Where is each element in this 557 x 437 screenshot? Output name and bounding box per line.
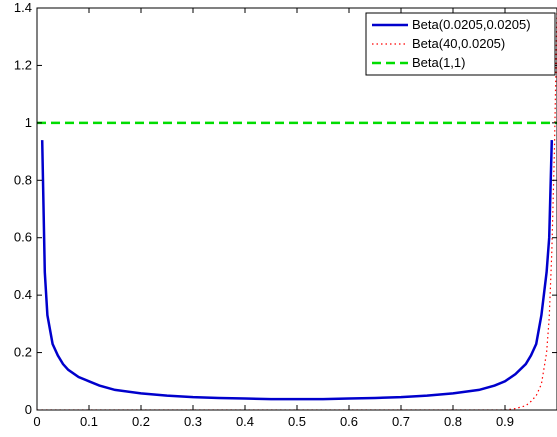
y-tick-label: 1.4 [14, 0, 32, 15]
x-tick-label: 0 [33, 414, 40, 429]
series-line-1 [40, 140, 554, 401]
legend-box [365, 12, 556, 76]
legend-label-1: Beta(0.0205,0.0205) [412, 17, 531, 32]
y-tick-label: 0.2 [14, 345, 32, 360]
y-tick-label: 1.2 [14, 57, 32, 72]
y-tick-label: 0 [25, 402, 32, 417]
legend: Beta(0.0205,0.0205) Beta(40,0.0205) Beta(1… [365, 12, 556, 76]
y-tick-label: 1 [25, 115, 32, 130]
axes-layer: 0 0.1 0.2 0.3 0.4 0.5 0.6 0.7 0.8 0.9 0 0.2 0.4 0.6 0.… [14, 0, 557, 429]
series-layer [37, 8, 557, 410]
x-tick-label: 0.8 [444, 414, 462, 429]
x-tick-label: 0.7 [392, 414, 410, 429]
x-tick-label: 0.1 [80, 414, 98, 429]
legend-label-3: Beta(1,1) [412, 55, 465, 70]
x-tick-label: 0.5 [288, 414, 306, 429]
y-tick-label: 0.6 [14, 230, 32, 245]
legend-label-2: Beta(40,0.0205) [412, 36, 505, 51]
y-tick-label: 0.8 [14, 172, 32, 187]
x-tick-label: 0.3 [184, 414, 202, 429]
y-tick-label: 0.4 [14, 287, 32, 302]
x-tick-label: 0.4 [236, 414, 254, 429]
x-tick-label: 0.6 [340, 414, 358, 429]
x-tick-label: 0.9 [496, 414, 514, 429]
x-tick-label: 0.2 [132, 414, 150, 429]
